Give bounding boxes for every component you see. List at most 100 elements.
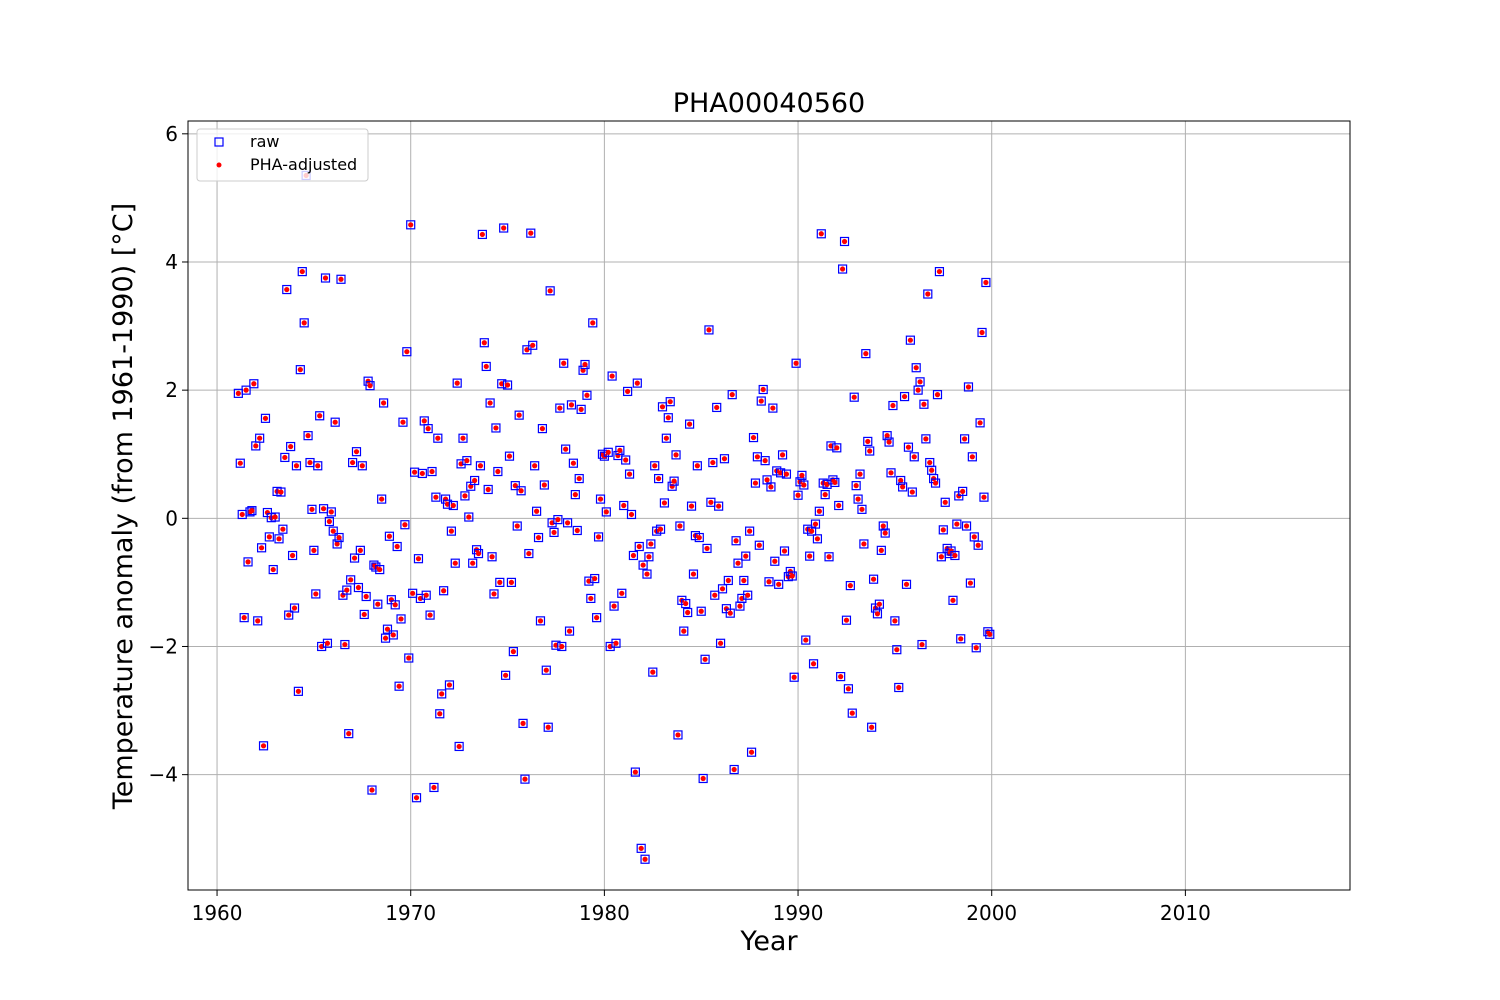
raw-point	[499, 223, 509, 233]
adjusted-point	[564, 520, 571, 526]
raw-point	[669, 476, 679, 486]
adjusted-point	[816, 508, 822, 514]
raw-point	[760, 456, 770, 466]
adjusted-point	[394, 543, 400, 550]
adjusted-point	[867, 448, 873, 454]
adjusted-point	[495, 468, 501, 475]
raw-point	[311, 589, 321, 599]
adjusted-point	[518, 488, 524, 494]
adjusted-point	[859, 506, 865, 512]
adjusted-point	[987, 631, 993, 637]
adjusted-point	[619, 590, 625, 596]
adjusted-point	[390, 632, 396, 638]
raw-point	[665, 397, 675, 407]
raw-point	[326, 507, 336, 517]
raw-point	[712, 402, 722, 413]
raw-point	[965, 578, 976, 588]
y-tick-label: 2	[165, 378, 178, 402]
raw-point	[636, 843, 646, 853]
adjusted-point	[516, 412, 522, 418]
raw-point	[415, 593, 425, 604]
adjusted-point	[450, 502, 456, 509]
adjusted-point	[979, 329, 985, 336]
adjusted-point	[731, 766, 737, 773]
raw-point	[411, 793, 422, 803]
raw-point	[859, 539, 869, 549]
adjusted-point	[470, 560, 476, 566]
raw-point	[332, 539, 342, 549]
raw-point	[971, 643, 981, 653]
adjusted-point	[857, 471, 863, 477]
raw-point	[543, 722, 553, 732]
raw-point	[541, 665, 551, 675]
adjusted-point	[272, 514, 278, 520]
adjusted-point	[330, 528, 336, 534]
raw-point	[619, 500, 629, 511]
adjusted-point	[696, 534, 702, 541]
adjusted-point	[803, 637, 809, 643]
adjusted-point	[363, 593, 369, 600]
raw-point	[791, 358, 801, 368]
raw-point	[960, 434, 970, 444]
raw-point	[696, 606, 706, 616]
raw-point	[714, 501, 724, 511]
raw-point	[975, 418, 985, 428]
adjusted-point	[557, 405, 563, 411]
raw-point	[956, 634, 966, 644]
adjusted-point	[375, 601, 381, 607]
raw-point	[340, 639, 350, 650]
raw-point	[789, 672, 799, 682]
raw-point	[578, 365, 588, 375]
adjusted-point	[938, 554, 944, 560]
raw-point	[330, 417, 340, 427]
adjusted-point	[576, 475, 582, 482]
raw-point	[911, 363, 921, 373]
raw-point	[630, 767, 640, 777]
adjusted-point	[779, 452, 786, 458]
adjusted-point	[572, 492, 578, 498]
adjusted-point	[570, 460, 576, 466]
adjusted-point	[396, 683, 402, 689]
raw-point	[553, 514, 563, 525]
raw-point	[967, 452, 977, 462]
raw-point	[359, 609, 369, 620]
raw-point	[901, 579, 912, 589]
adjusted-point	[382, 635, 389, 641]
adjusted-point	[717, 640, 724, 646]
legend-raw-marker	[214, 137, 224, 147]
adjusted-point	[423, 592, 429, 598]
adjusted-point	[626, 471, 633, 477]
raw-point	[683, 607, 693, 618]
raw-point	[473, 548, 484, 559]
raw-point	[725, 608, 735, 618]
adjusted-point	[861, 541, 867, 547]
raw-point	[979, 492, 989, 502]
raw-point	[654, 473, 664, 484]
adjusted-point	[361, 611, 367, 618]
adjusted-point	[355, 584, 362, 591]
raw-point	[396, 614, 406, 624]
raw-point	[431, 492, 441, 502]
adjusted-point	[756, 542, 762, 548]
raw-point	[874, 599, 884, 609]
raw-point	[659, 498, 670, 508]
raw-point	[564, 626, 575, 636]
raw-point	[284, 610, 294, 620]
raw-point	[717, 584, 728, 594]
adjusted-point	[810, 661, 817, 667]
adjusted-point	[522, 776, 528, 782]
raw-point	[774, 579, 784, 589]
adjusted-point	[239, 511, 245, 518]
adjusted-point	[733, 538, 739, 544]
adjusted-point	[747, 528, 753, 534]
adjusted-point	[683, 600, 689, 607]
raw-point	[617, 588, 627, 598]
raw-point	[923, 289, 933, 299]
raw-point	[605, 641, 615, 652]
adjusted-point	[869, 724, 875, 730]
adjusted-point	[446, 682, 453, 688]
raw-point	[413, 554, 424, 564]
raw-point	[493, 466, 503, 477]
adjusted-point	[781, 548, 788, 554]
raw-point	[531, 506, 542, 516]
